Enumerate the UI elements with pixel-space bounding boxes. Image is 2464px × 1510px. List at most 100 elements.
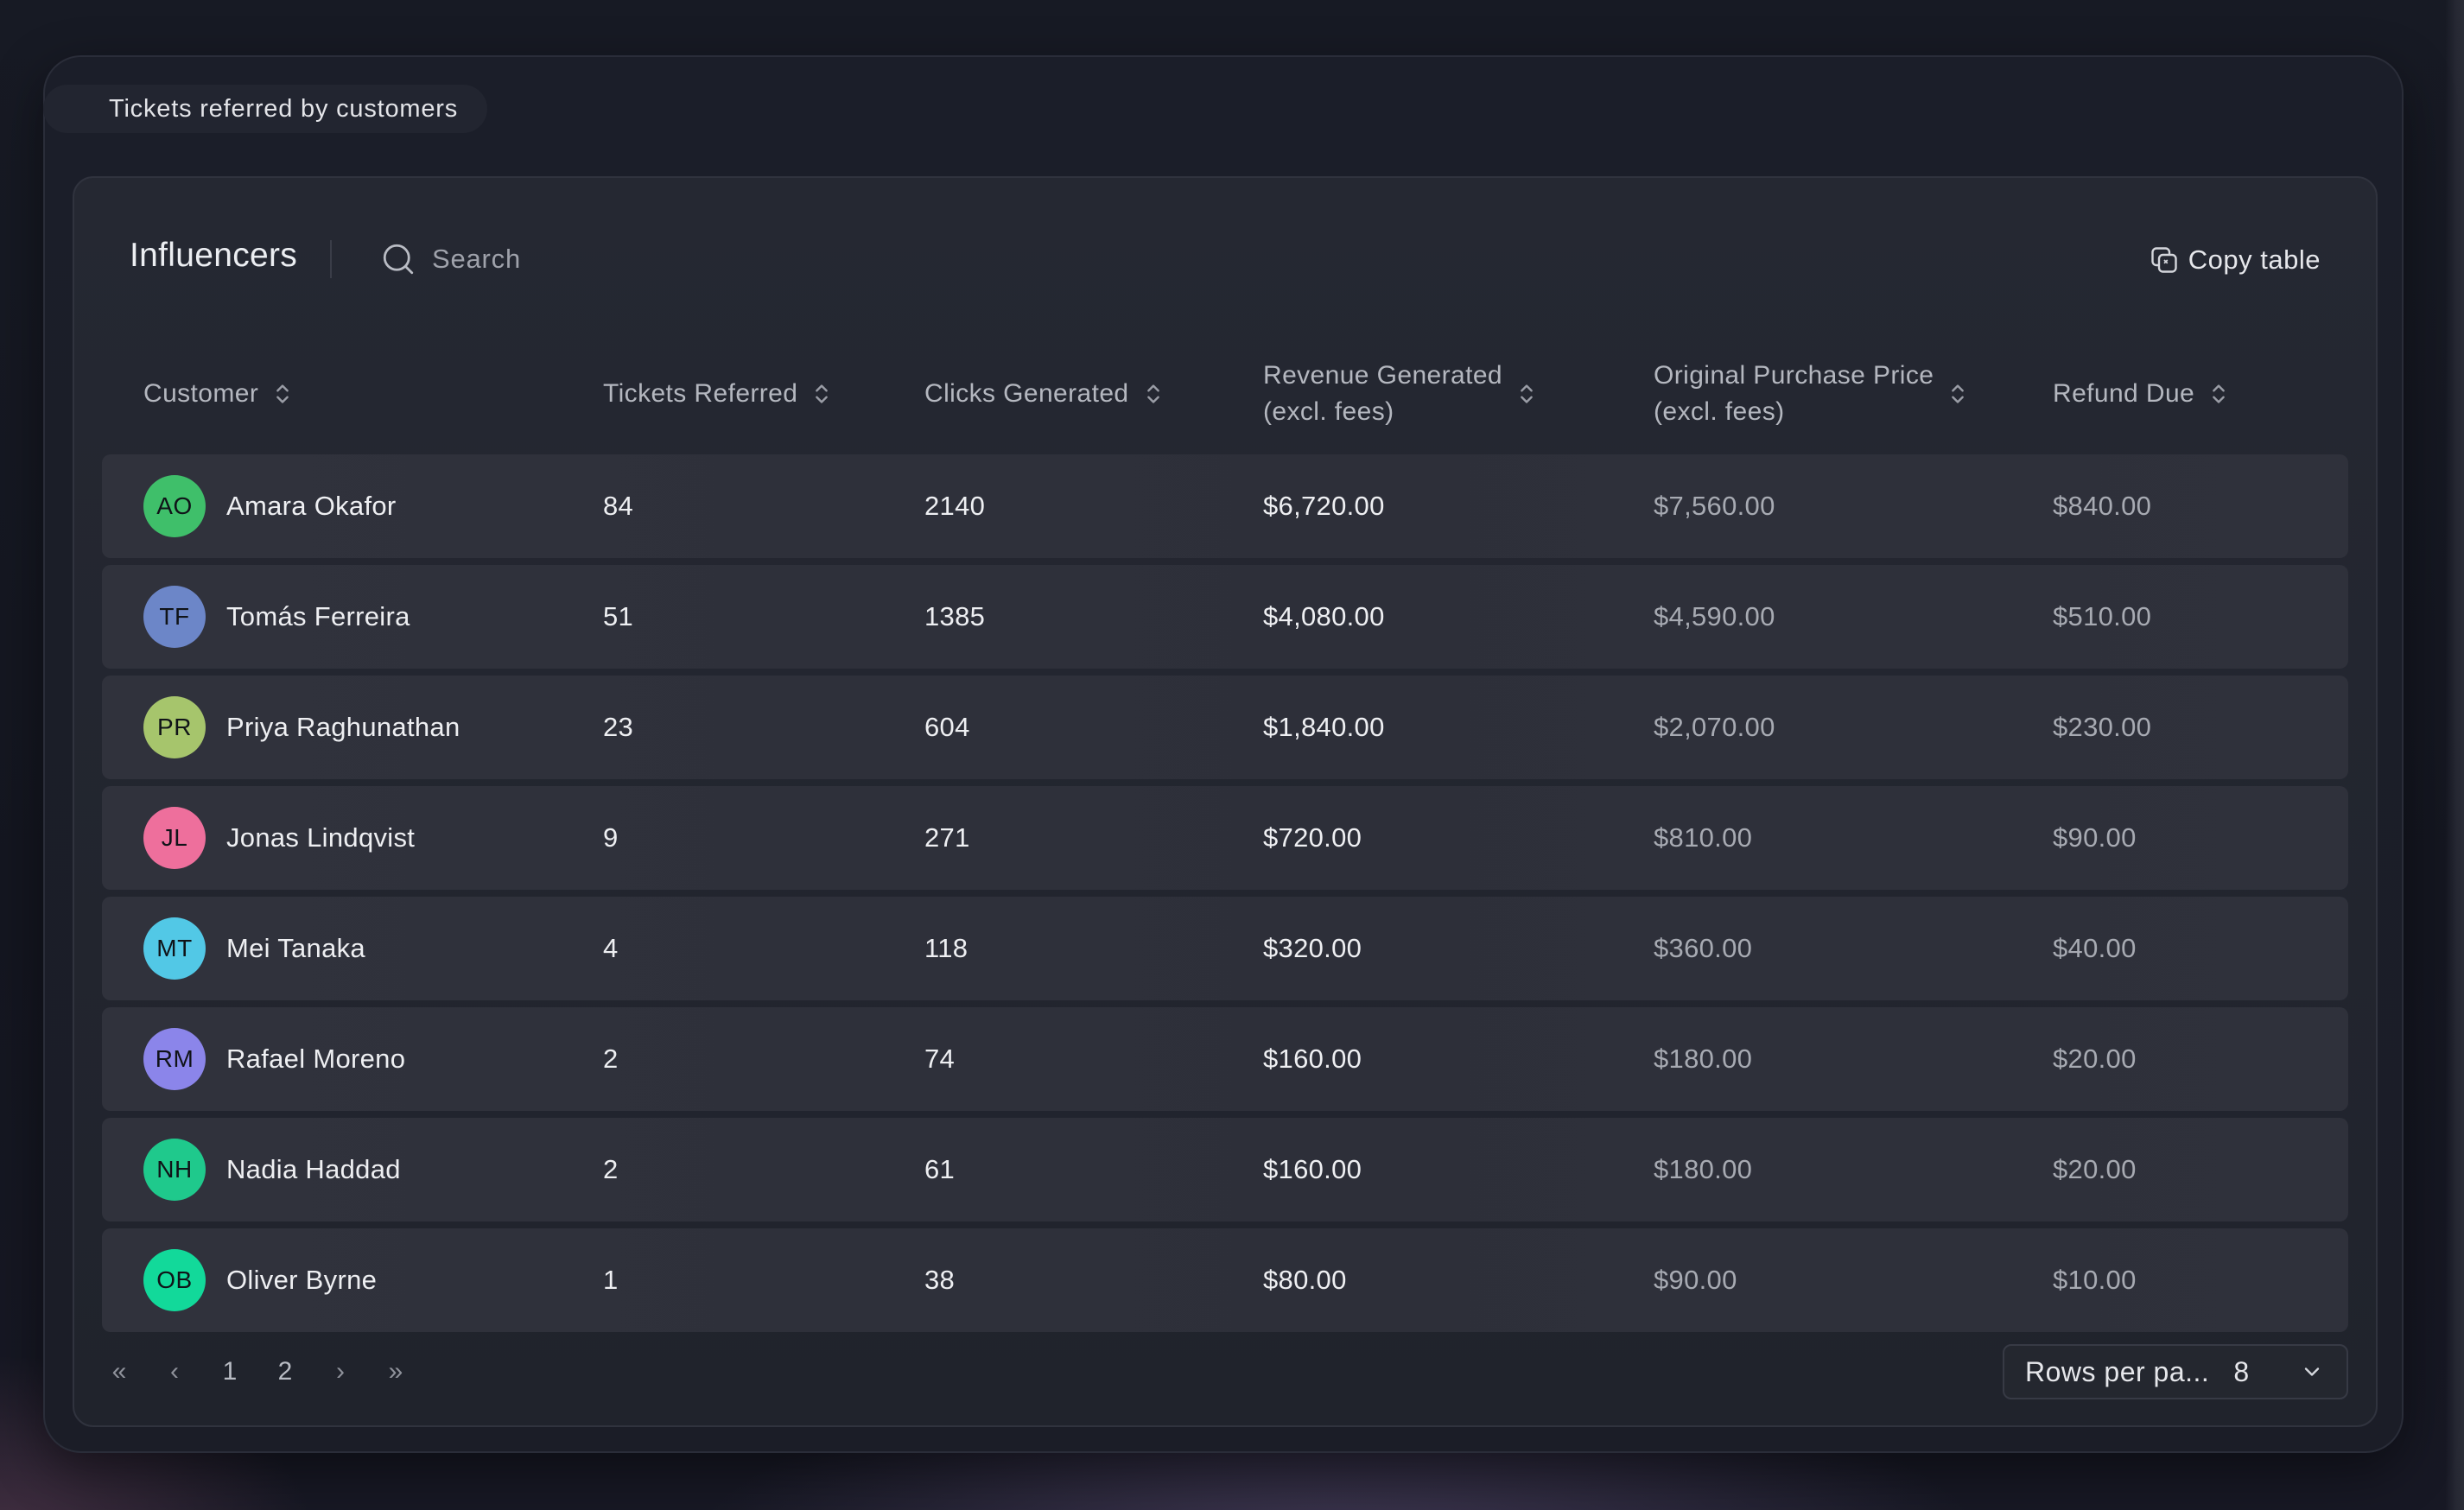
table-row[interactable]: AO Amara Okafor 84 2140 $6,720.00 $7,560.00 $8… (102, 454, 2348, 558)
cell-original-purchase-price: $810.00 (1654, 822, 1753, 853)
table-row[interactable]: PR Priya Raghunathan 23 604 $1,840.00 $2,070.… (102, 676, 2348, 779)
column-header-original-purchase-price[interactable]: Original Purchase Price (excl. fees) (1654, 333, 1966, 454)
column-header-clicks-generated[interactable]: Clicks Generated (924, 333, 1162, 454)
avatar: JL (143, 807, 206, 869)
cell-customer: OB Oliver Byrne (143, 1228, 377, 1332)
page-card: Tickets referred by customers Influencer… (43, 55, 2404, 1453)
page-1-button[interactable]: 1 (222, 1357, 238, 1386)
avatar: PR (143, 696, 206, 758)
table-row[interactable]: TF Tomás Ferreira 51 1385 $4,080.00 $4,590.00… (102, 565, 2348, 669)
cell-original-purchase-price: $7,560.00 (1654, 491, 1775, 521)
cell-tickets-referred: 1 (603, 1265, 619, 1295)
column-header-line: (excl. fees) (1654, 397, 1785, 426)
search-box[interactable] (380, 237, 726, 282)
table-row[interactable]: MT Mei Tanaka 4 118 $320.00 $360.00 $40.00 (102, 897, 2348, 1000)
cell-customer: MT Mei Tanaka (143, 897, 365, 1000)
cell-refund-due: $230.00 (2053, 712, 2152, 742)
table-row[interactable]: JL Jonas Lindqvist 9 271 $720.00 $810.00 $90.0… (102, 786, 2348, 890)
cell-clicks-generated: 61 (924, 1154, 956, 1184)
copy-table-button[interactable]: Copy table (2149, 238, 2321, 282)
cell-revenue-generated: $160.00 (1263, 1044, 1362, 1074)
cell-tickets-referred: 51 (603, 601, 634, 631)
cell-original-purchase-price: $4,590.00 (1654, 601, 1775, 631)
cell-tickets-referred: 9 (603, 822, 619, 853)
cell-original-purchase-price: $90.00 (1654, 1265, 1737, 1295)
column-header-line: Refund Due (2053, 379, 2195, 408)
cell-clicks-generated: 604 (924, 712, 970, 742)
avatar: AO (143, 475, 206, 537)
cell-customer: TF Tomás Ferreira (143, 565, 410, 669)
influencers-table-card: Influencers Copy table Customer Tickets R… (73, 176, 2378, 1427)
column-header-line: Tickets Referred (603, 379, 798, 408)
cell-revenue-generated: $160.00 (1263, 1154, 1362, 1184)
rows-per-page-select[interactable]: Rows per pa... 8 (2003, 1344, 2348, 1399)
previous-page-button[interactable]: ‹ (170, 1357, 179, 1386)
column-header-customer[interactable]: Customer (143, 333, 291, 454)
cell-revenue-generated: $320.00 (1263, 933, 1362, 963)
customer-name: Rafael Moreno (226, 1044, 406, 1074)
sort-icon (816, 384, 829, 403)
column-header-tickets-referred[interactable]: Tickets Referred (603, 333, 830, 454)
column-header-label: Original Purchase Price (excl. fees) (1654, 358, 1934, 430)
cell-clicks-generated: 38 (924, 1265, 956, 1295)
cell-customer: PR Priya Raghunathan (143, 676, 460, 779)
next-page-button[interactable]: › (336, 1357, 345, 1386)
last-page-button[interactable]: » (388, 1357, 403, 1386)
cell-customer: RM Rafael Moreno (143, 1007, 405, 1111)
avatar: MT (143, 917, 206, 980)
rows-per-page-label: Rows per pa... (2025, 1355, 2210, 1387)
cell-revenue-generated: $1,840.00 (1263, 712, 1385, 742)
customer-name: Amara Okafor (226, 491, 397, 521)
column-header-line: Original Purchase Price (1654, 361, 1934, 390)
column-header-line: Revenue Generated (1263, 361, 1502, 390)
cell-revenue-generated: $80.00 (1263, 1265, 1347, 1295)
cell-clicks-generated: 118 (924, 933, 968, 963)
cell-customer: JL Jonas Lindqvist (143, 786, 415, 890)
cell-original-purchase-price: $180.00 (1654, 1154, 1753, 1184)
table-row[interactable]: OB Oliver Byrne 1 38 $80.00 $90.00 $10.00 (102, 1228, 2348, 1332)
customer-name: Oliver Byrne (226, 1265, 378, 1295)
table-row[interactable]: NH Nadia Haddad 2 61 $160.00 $180.00 $20.00 (102, 1118, 2348, 1221)
cell-tickets-referred: 2 (603, 1044, 619, 1074)
sort-icon (276, 384, 289, 403)
cell-revenue-generated: $720.00 (1263, 822, 1362, 853)
window-edge (2445, 0, 2464, 1510)
cell-tickets-referred: 84 (603, 491, 634, 521)
avatar: OB (143, 1249, 206, 1311)
cell-revenue-generated: $4,080.00 (1263, 601, 1385, 631)
cell-revenue-generated: $6,720.00 (1263, 491, 1385, 521)
search-input[interactable] (432, 244, 708, 275)
cell-refund-due: $840.00 (2053, 491, 2152, 521)
cell-refund-due: $90.00 (2053, 822, 2137, 853)
cell-refund-due: $20.00 (2053, 1154, 2137, 1184)
sort-icon (1146, 384, 1159, 403)
first-page-button[interactable]: « (111, 1357, 127, 1386)
cell-refund-due: $20.00 (2053, 1044, 2137, 1074)
sort-icon (2213, 384, 2225, 403)
customer-name: Mei Tanaka (226, 933, 365, 963)
page-2-button[interactable]: 2 (277, 1357, 293, 1386)
column-header-label: Tickets Referred (603, 376, 797, 412)
cell-original-purchase-price: $180.00 (1654, 1044, 1753, 1074)
avatar: RM (143, 1028, 206, 1090)
cell-clicks-generated: 74 (924, 1044, 956, 1074)
cell-original-purchase-price: $360.00 (1654, 933, 1753, 963)
table-row[interactable]: RM Rafael Moreno 2 74 $160.00 $180.00 $20.00 (102, 1007, 2348, 1111)
sort-icon (1952, 384, 1965, 403)
column-header-revenue-generated[interactable]: Revenue Generated (excl. fees) (1263, 333, 1535, 454)
table-header: Customer Tickets Referred Clicks Generated… (102, 333, 2348, 454)
copy-icon (2151, 247, 2177, 273)
cell-clicks-generated: 1385 (924, 601, 986, 631)
cell-refund-due: $10.00 (2053, 1265, 2137, 1295)
column-header-label: Revenue Generated (excl. fees) (1263, 358, 1502, 430)
chevron-down-icon (2304, 1367, 2320, 1376)
column-header-label: Refund Due (2053, 376, 2194, 412)
search-icon (383, 244, 414, 275)
cell-refund-due: $40.00 (2053, 933, 2137, 963)
pagination: « ‹ 1 2 › » Rows per pa... 8 (102, 1344, 2348, 1399)
customer-name: Nadia Haddad (226, 1154, 401, 1184)
column-header-line: Clicks Generated (924, 379, 1129, 408)
customer-name: Priya Raghunathan (226, 712, 460, 742)
table-title: Influencers (130, 237, 298, 274)
column-header-refund-due[interactable]: Refund Due (2053, 333, 2227, 454)
